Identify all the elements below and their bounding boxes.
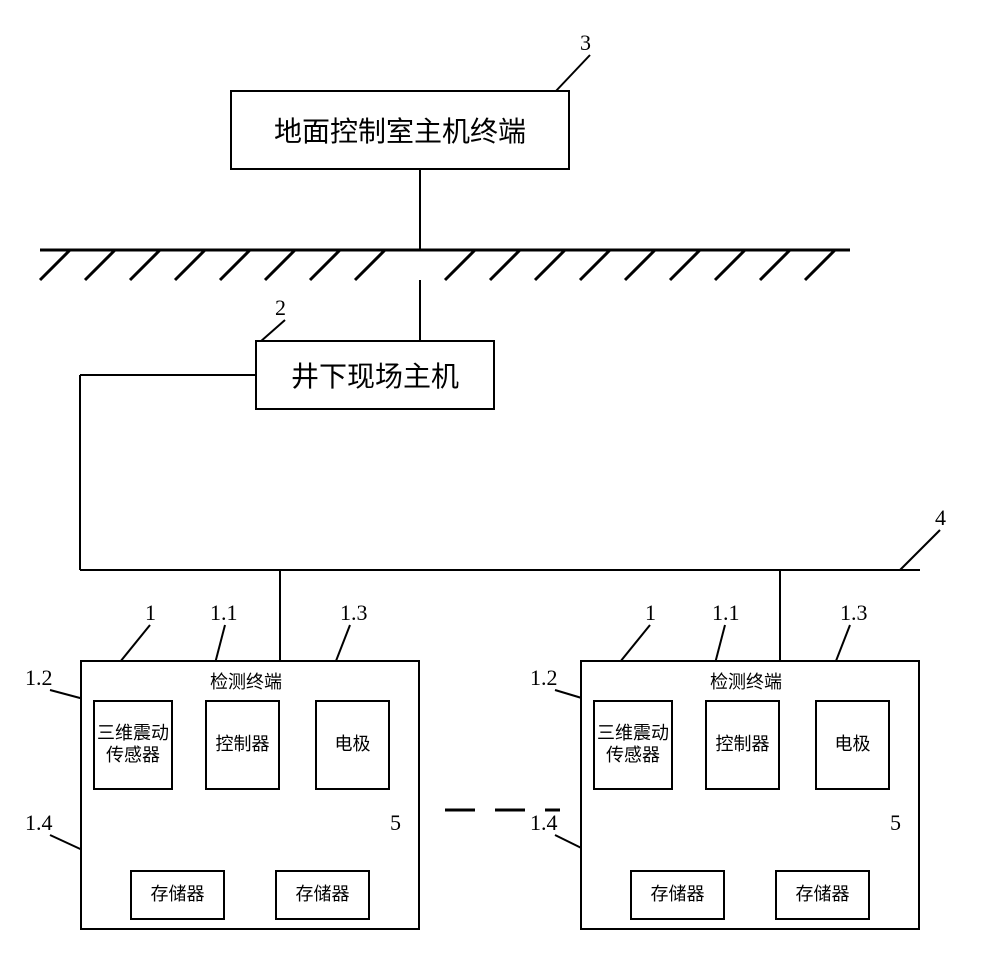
controller-box-left: 控制器 — [205, 700, 280, 790]
callout-1-right: 1 — [645, 600, 656, 626]
callout-1-4-left: 1.4 — [25, 810, 53, 836]
callout-1-2-right: 1.2 — [530, 665, 558, 691]
controller-label-right: 控制器 — [716, 734, 770, 756]
sensor-label-right: 三维震动 传感器 — [597, 723, 669, 766]
terminal-title-right: 检测终端 — [710, 668, 782, 694]
callout-1-3-right: 1.3 — [840, 600, 868, 626]
callout-5-right: 5 — [890, 810, 901, 836]
memory2-label-right: 存储器 — [796, 884, 850, 906]
memory1-box-left: 存储器 — [130, 870, 225, 920]
sensor-label-left: 三维震动 传感器 — [97, 723, 169, 766]
memory1-label-left: 存储器 — [151, 884, 205, 906]
callout-1-3-left: 1.3 — [340, 600, 368, 626]
memory2-box-left: 存储器 — [275, 870, 370, 920]
callout-1-1-right: 1.1 — [712, 600, 740, 626]
electrode-box-right: 电极 — [815, 700, 890, 790]
ground-terminal-label: 地面控制室主机终端 — [274, 110, 526, 150]
sensor-box-right: 三维震动 传感器 — [593, 700, 673, 790]
controller-label-left: 控制器 — [216, 734, 270, 756]
electrode-label-right: 电极 — [835, 734, 871, 756]
memory1-label-right: 存储器 — [651, 884, 705, 906]
controller-box-right: 控制器 — [705, 700, 780, 790]
callout-5-left: 5 — [390, 810, 401, 836]
memory2-box-right: 存储器 — [775, 870, 870, 920]
sensor-box-left: 三维震动 传感器 — [93, 700, 173, 790]
callout-1-1-left: 1.1 — [210, 600, 238, 626]
ground-terminal-box: 地面控制室主机终端 — [230, 90, 570, 170]
downhole-host-box: 井下现场主机 — [255, 340, 495, 410]
downhole-host-label: 井下现场主机 — [291, 355, 459, 395]
callout-1-left: 1 — [145, 600, 156, 626]
electrode-label-left: 电极 — [335, 734, 371, 756]
memory1-box-right: 存储器 — [630, 870, 725, 920]
callout-2: 2 — [275, 295, 286, 321]
terminal-title-left: 检测终端 — [210, 668, 282, 694]
electrode-box-left: 电极 — [315, 700, 390, 790]
callout-4: 4 — [935, 505, 946, 531]
callout-1-4-right: 1.4 — [530, 810, 558, 836]
callout-3: 3 — [580, 30, 591, 56]
callout-1-2-left: 1.2 — [25, 665, 53, 691]
memory2-label-left: 存储器 — [296, 884, 350, 906]
